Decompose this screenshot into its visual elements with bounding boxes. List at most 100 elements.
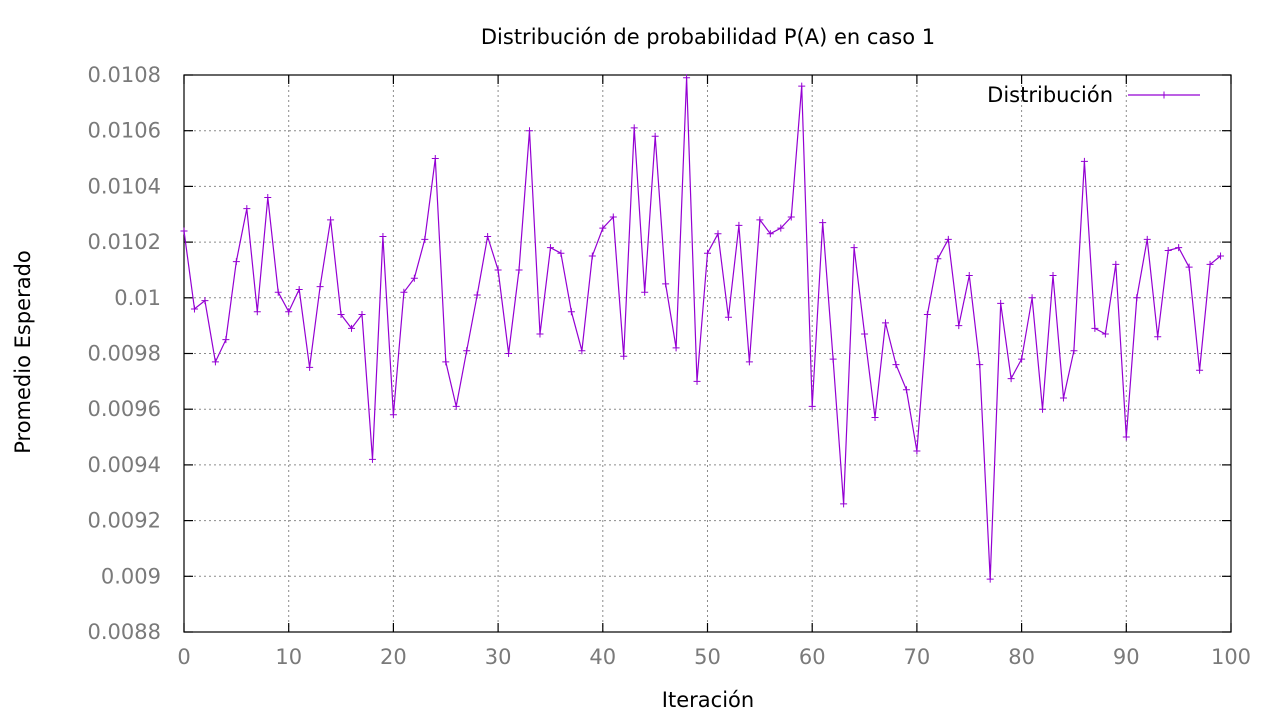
series-layer bbox=[180, 74, 1225, 583]
data-point bbox=[683, 74, 691, 82]
y-tick-label: 0.0088 bbox=[88, 620, 161, 644]
data-point bbox=[431, 155, 439, 163]
data-point bbox=[986, 575, 994, 583]
data-point bbox=[567, 308, 575, 316]
data-point bbox=[515, 266, 523, 274]
data-point bbox=[400, 288, 408, 296]
data-point bbox=[1196, 366, 1204, 374]
data-point bbox=[829, 355, 837, 363]
y-tick-label: 0.0096 bbox=[88, 397, 161, 421]
data-point bbox=[641, 288, 649, 296]
axes: 0.00880.0090.00920.00940.00960.00980.010… bbox=[88, 63, 1252, 669]
data-point bbox=[934, 255, 942, 263]
x-axis-label: Iteración bbox=[662, 688, 754, 712]
data-point bbox=[484, 233, 492, 241]
data-point bbox=[264, 194, 272, 202]
data-point bbox=[997, 299, 1005, 307]
data-point bbox=[850, 244, 858, 252]
legend-label: Distribución bbox=[987, 83, 1113, 107]
y-tick-label: 0.0106 bbox=[88, 119, 161, 143]
plot-border bbox=[183, 74, 1232, 633]
data-point bbox=[274, 288, 282, 296]
data-point bbox=[505, 350, 513, 357]
data-point bbox=[704, 249, 711, 257]
y-axis-label: Promedio Esperado bbox=[11, 250, 35, 454]
data-point bbox=[662, 280, 670, 288]
data-point bbox=[243, 205, 251, 213]
x-tick-label: 40 bbox=[589, 645, 616, 669]
data-point bbox=[1112, 260, 1120, 268]
data-point bbox=[955, 322, 963, 330]
data-point bbox=[902, 386, 910, 394]
data-point bbox=[892, 361, 900, 369]
data-point bbox=[463, 347, 471, 355]
data-point bbox=[1185, 263, 1193, 271]
data-point bbox=[871, 414, 879, 422]
data-point bbox=[913, 447, 921, 455]
legend: Distribución bbox=[987, 83, 1200, 107]
data-point bbox=[536, 330, 544, 338]
data-point bbox=[1217, 252, 1225, 260]
data-point bbox=[965, 272, 973, 280]
legend-marker bbox=[1160, 91, 1168, 99]
data-point bbox=[923, 311, 931, 319]
data-point bbox=[1091, 324, 1099, 332]
data-point bbox=[1164, 246, 1172, 254]
data-point bbox=[840, 500, 848, 508]
data-point bbox=[546, 244, 554, 252]
data-point bbox=[944, 235, 952, 243]
x-tick-label: 90 bbox=[1113, 645, 1140, 669]
x-tick-label: 50 bbox=[694, 645, 721, 669]
x-tick-label: 100 bbox=[1211, 645, 1251, 669]
data-point bbox=[180, 227, 188, 235]
data-point bbox=[588, 252, 596, 260]
data-point bbox=[693, 377, 701, 385]
data-point bbox=[620, 352, 628, 360]
data-point bbox=[1143, 235, 1151, 243]
x-tick-label: 30 bbox=[485, 645, 512, 669]
data-point bbox=[1133, 294, 1141, 302]
data-point bbox=[379, 233, 387, 241]
data-point bbox=[190, 305, 198, 313]
data-point bbox=[473, 291, 481, 299]
data-point bbox=[1049, 272, 1057, 280]
data-point bbox=[1007, 375, 1015, 383]
data-point bbox=[557, 249, 565, 257]
data-point bbox=[861, 330, 869, 338]
y-tick-label: 0.01 bbox=[114, 286, 161, 310]
data-point bbox=[724, 313, 732, 321]
data-point bbox=[526, 127, 534, 135]
y-tick-label: 0.0098 bbox=[88, 342, 161, 366]
data-point bbox=[337, 311, 345, 319]
data-point bbox=[1206, 260, 1214, 268]
data-point bbox=[745, 358, 753, 366]
x-tick-label: 80 bbox=[1008, 645, 1035, 669]
data-point bbox=[327, 216, 335, 224]
data-point bbox=[452, 402, 460, 410]
x-tick-label: 60 bbox=[799, 645, 826, 669]
x-tick-label: 70 bbox=[904, 645, 931, 669]
data-point bbox=[1175, 244, 1183, 252]
x-tick-label: 10 bbox=[275, 645, 302, 669]
data-point bbox=[798, 82, 806, 90]
data-point bbox=[1101, 330, 1109, 338]
data-point bbox=[1028, 294, 1036, 302]
y-tick-label: 0.009 bbox=[101, 564, 161, 588]
data-point bbox=[253, 308, 261, 316]
data-point bbox=[1018, 355, 1026, 363]
data-point bbox=[306, 363, 314, 371]
data-point bbox=[1080, 157, 1088, 165]
data-point bbox=[1122, 433, 1130, 441]
y-tick-label: 0.0092 bbox=[88, 509, 161, 533]
data-point bbox=[714, 230, 722, 238]
data-point bbox=[1039, 405, 1047, 413]
data-point bbox=[819, 219, 827, 227]
data-point bbox=[285, 308, 293, 316]
y-tick-label: 0.0094 bbox=[88, 453, 161, 477]
data-point bbox=[672, 344, 680, 352]
data-point bbox=[232, 258, 240, 266]
data-point bbox=[1059, 394, 1067, 402]
data-point bbox=[976, 361, 984, 369]
data-point bbox=[756, 216, 764, 224]
